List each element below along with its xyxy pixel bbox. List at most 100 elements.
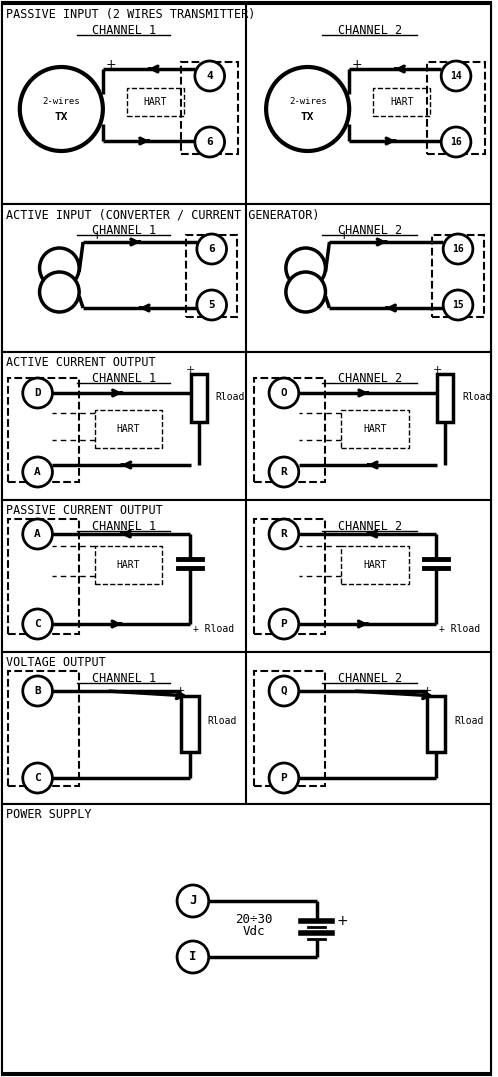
Text: POWER SUPPLY: POWER SUPPLY <box>6 808 92 821</box>
Text: 6: 6 <box>208 244 215 254</box>
Text: R: R <box>280 529 287 538</box>
Text: Rload: Rload <box>454 716 484 726</box>
Text: + Rload: + Rload <box>439 624 481 634</box>
Text: CHANNEL 2: CHANNEL 2 <box>338 672 402 685</box>
Text: CHANNEL 2: CHANNEL 2 <box>338 24 402 37</box>
Text: +: + <box>338 229 349 242</box>
Bar <box>126 88 184 116</box>
Bar <box>341 546 408 584</box>
Text: TX: TX <box>55 112 68 122</box>
Bar <box>341 410 408 448</box>
Text: Rload: Rload <box>462 392 492 402</box>
Circle shape <box>197 234 227 264</box>
Circle shape <box>23 457 52 487</box>
Text: C: C <box>34 619 41 629</box>
Text: CHANNEL 2: CHANNEL 2 <box>338 520 402 533</box>
Circle shape <box>23 763 52 793</box>
Circle shape <box>269 378 299 408</box>
Circle shape <box>197 290 227 320</box>
Text: +: + <box>176 686 185 696</box>
Text: PASSIVE INPUT (2 WIRES TRANSMITTER): PASSIVE INPUT (2 WIRES TRANSMITTER) <box>6 8 255 20</box>
Circle shape <box>266 67 349 151</box>
Circle shape <box>39 248 79 288</box>
Text: HART: HART <box>363 560 386 570</box>
Text: +: + <box>422 686 432 696</box>
Text: 14: 14 <box>450 71 462 81</box>
Text: CHANNEL 1: CHANNEL 1 <box>92 24 156 37</box>
Text: I: I <box>189 951 197 964</box>
Text: 16: 16 <box>450 137 462 146</box>
Bar <box>2 4 491 204</box>
Text: CHANNEL 2: CHANNEL 2 <box>338 224 402 237</box>
Bar <box>432 235 484 317</box>
Text: HART: HART <box>117 424 140 434</box>
Bar <box>373 88 430 116</box>
Text: J: J <box>189 895 197 908</box>
Circle shape <box>441 61 471 90</box>
Text: VOLTAGE OUTPUT: VOLTAGE OUTPUT <box>6 656 106 669</box>
Bar <box>254 671 326 786</box>
Circle shape <box>20 67 103 151</box>
Circle shape <box>23 519 52 549</box>
Bar <box>2 352 491 500</box>
Text: HART: HART <box>363 424 386 434</box>
Bar <box>95 410 162 448</box>
Text: HART: HART <box>390 97 413 107</box>
Text: P: P <box>280 773 287 783</box>
Text: CHANNEL 1: CHANNEL 1 <box>92 672 156 685</box>
Text: HART: HART <box>143 97 167 107</box>
Circle shape <box>443 290 473 320</box>
Text: 20÷30: 20÷30 <box>236 913 273 926</box>
Bar <box>427 696 445 752</box>
Circle shape <box>195 127 225 157</box>
Bar <box>95 546 162 584</box>
Text: 2-wires: 2-wires <box>42 97 80 106</box>
Bar <box>8 378 79 482</box>
Text: CHANNEL 1: CHANNEL 1 <box>92 372 156 384</box>
Circle shape <box>23 609 52 639</box>
Text: C: C <box>34 773 41 783</box>
Bar <box>427 62 485 154</box>
Circle shape <box>286 272 326 312</box>
Text: +: + <box>92 229 103 242</box>
Circle shape <box>443 234 473 264</box>
Text: +: + <box>106 57 116 70</box>
Text: R: R <box>280 467 287 477</box>
Circle shape <box>23 676 52 707</box>
Text: ACTIVE INPUT (CONVERTER / CURRENT GENERATOR): ACTIVE INPUT (CONVERTER / CURRENT GENERA… <box>6 208 319 221</box>
Text: Rload: Rload <box>208 716 237 726</box>
Bar <box>254 378 326 482</box>
Text: O: O <box>280 388 287 398</box>
Text: P: P <box>280 619 287 629</box>
Circle shape <box>269 519 299 549</box>
Text: + Rload: + Rload <box>193 624 234 634</box>
Bar <box>254 519 326 634</box>
Text: +: + <box>186 365 195 375</box>
Text: +: + <box>336 914 348 928</box>
Bar <box>186 235 238 317</box>
Bar <box>2 805 491 1073</box>
Text: +: + <box>352 57 363 70</box>
Text: Q: Q <box>280 686 287 696</box>
Text: Vdc: Vdc <box>243 925 265 938</box>
Text: Rload: Rload <box>216 392 245 402</box>
Text: 6: 6 <box>206 137 213 146</box>
Text: 4: 4 <box>206 71 213 81</box>
Text: +: + <box>432 365 442 375</box>
Circle shape <box>286 248 326 288</box>
Circle shape <box>39 272 79 312</box>
Bar <box>8 519 79 634</box>
Circle shape <box>269 676 299 707</box>
Bar <box>8 671 79 786</box>
Circle shape <box>195 61 225 90</box>
Bar <box>181 696 199 752</box>
Text: 5: 5 <box>208 300 215 310</box>
Circle shape <box>269 609 299 639</box>
Text: ACTIVE CURRENT OUTPUT: ACTIVE CURRENT OUTPUT <box>6 356 155 369</box>
Bar <box>2 204 491 352</box>
Circle shape <box>441 127 471 157</box>
Text: A: A <box>34 529 41 538</box>
Text: B: B <box>34 686 41 696</box>
Circle shape <box>177 941 209 973</box>
Text: CHANNEL 1: CHANNEL 1 <box>92 520 156 533</box>
